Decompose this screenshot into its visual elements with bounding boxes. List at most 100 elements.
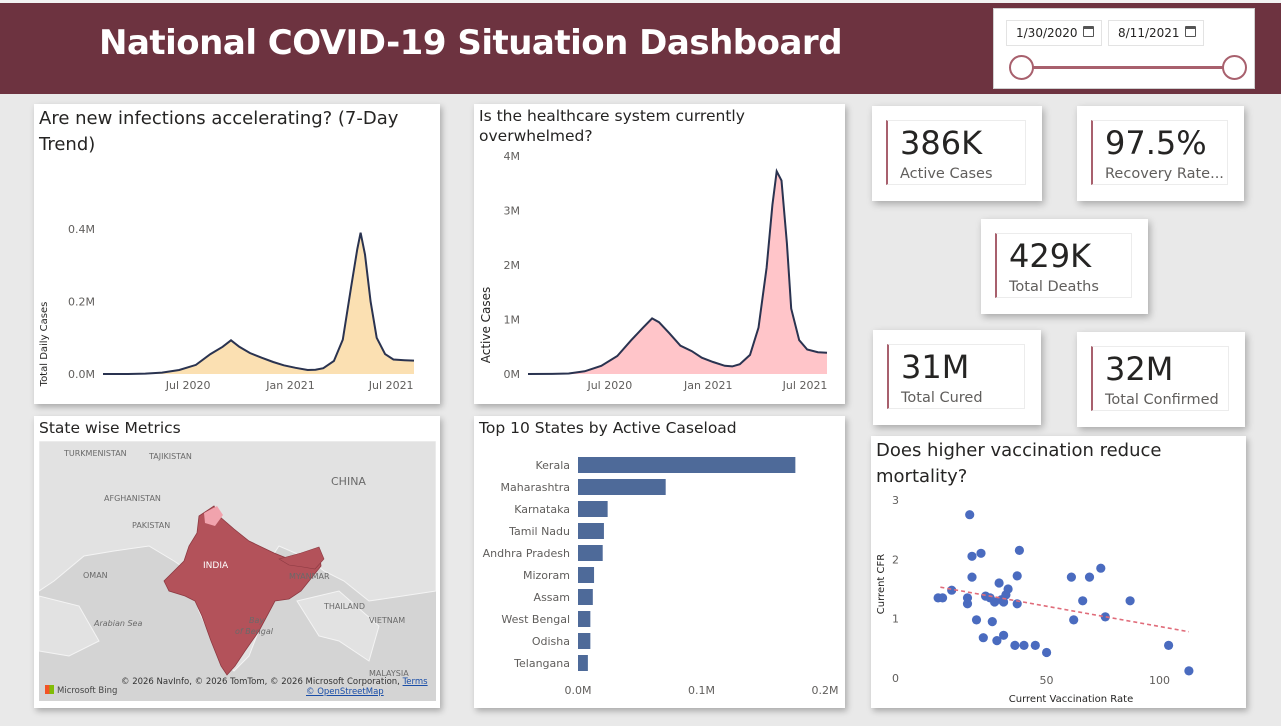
state-bar (578, 479, 666, 495)
scatter-point (976, 548, 986, 558)
scatter-point (1014, 545, 1024, 555)
kpi-total-deaths[interactable]: 429K Total Deaths (981, 219, 1148, 314)
trend-y-tick: 0.0M (68, 368, 95, 381)
ladakh-region[interactable] (204, 506, 223, 526)
active-x-tick: Jan 2021 (683, 379, 732, 392)
scatter-x-tick: 50 (1040, 674, 1054, 687)
trend-x-tick: Jan 2021 (265, 379, 314, 392)
bar-category-label: Maharashtra (501, 481, 571, 494)
active-x-tick: Jul 2021 (782, 379, 828, 392)
map-se-asia (296, 590, 380, 662)
date-slider-track[interactable] (1022, 66, 1234, 69)
scatter-y-tick: 1 (892, 613, 899, 626)
scatter-point (1069, 615, 1079, 625)
bar-category-label: Kerala (536, 459, 571, 472)
map-label-of-bengal: of Bengal (235, 627, 274, 636)
kpi-active-cases[interactable]: 386K Active Cases (872, 106, 1042, 201)
kpi-value: 31M (901, 348, 970, 386)
vaccination-scatter-card[interactable]: Does higher vaccination reduce mortality… (871, 436, 1246, 708)
scatter-x-axis-title: Current Vaccination Rate (1009, 694, 1133, 705)
trend-x-tick: Jul 2020 (165, 379, 211, 392)
state-map-card[interactable]: State wise Metrics TURKMENISTAN TAJIKIST… (34, 416, 440, 708)
state-map[interactable]: TURKMENISTAN TAJIKISTAN AFGHANISTAN CHIN… (39, 441, 436, 701)
scatter-point (1066, 572, 1076, 582)
map-label-oman: OMAN (83, 571, 108, 580)
infection-trend-title: Are new infections accelerating? (7-Day … (39, 108, 399, 155)
bar-x-tick: 0.2M (812, 684, 839, 697)
kpi-frame: 97.5% Recovery Rate... (1091, 120, 1228, 185)
scatter-point (1084, 572, 1095, 582)
date-range-slicer[interactable]: 1/30/2020 8/11/2021 (993, 8, 1255, 89)
active-y-tick: 3M (504, 205, 521, 218)
active-trend-line (527, 168, 828, 375)
map-label-bay: Bay (249, 616, 264, 625)
calendar-icon[interactable] (1185, 26, 1196, 37)
active-y-tick: 4M (504, 150, 521, 163)
state-bar (578, 633, 591, 649)
kpi-value: 429K (1009, 237, 1092, 275)
active-cases-chart[interactable]: Active Cases 0M 1M 2M 3M 4M Jul 2020 Jan 2021 J… (474, 104, 845, 404)
scatter-point (999, 630, 1009, 640)
kpi-label: Total Cured (901, 390, 983, 406)
scatter-point (1125, 596, 1135, 606)
kpi-total-cured[interactable]: 31M Total Cured (873, 330, 1041, 425)
kpi-total-confirmed[interactable]: 32M Total Confirmed (1077, 332, 1245, 427)
scatter-y-tick: 3 (892, 494, 899, 507)
map-label-myanmar: MYANMAR (289, 572, 330, 581)
calendar-icon[interactable] (1083, 26, 1094, 37)
scatter-point (962, 593, 973, 603)
state-map-title: State wise Metrics (39, 419, 181, 437)
active-y-tick: 1M (504, 314, 521, 327)
bar-x-tick: 0.1M (688, 684, 715, 697)
bing-logo: Microsoft Bing (45, 685, 117, 696)
trend-y-axis-title: Total Daily Cases (39, 302, 50, 388)
scatter-point (978, 633, 988, 643)
bar-category-label: Mizoram (523, 569, 570, 582)
northeast-region[interactable] (278, 546, 325, 570)
active-x-tick: Jul 2020 (586, 379, 632, 392)
end-date-value: 8/11/2021 (1118, 26, 1180, 40)
osm-link[interactable]: © OpenStreetMap (306, 687, 384, 697)
end-slider-handle[interactable] (1222, 55, 1247, 80)
kpi-recovery-rate[interactable]: 97.5% Recovery Rate... (1077, 106, 1244, 201)
microsoft-logo-icon (45, 685, 54, 694)
map-base-svg[interactable]: TURKMENISTAN TAJIKISTAN AFGHANISTAN CHIN… (39, 441, 436, 701)
start-date-value: 1/30/2020 (1016, 26, 1078, 40)
scatter-y-axis-title: Current CFR (876, 554, 887, 614)
top-states-card[interactable]: Top 10 States by Active Caseload Kerala M… (474, 416, 845, 708)
kpi-value: 32M (1105, 350, 1174, 388)
state-bar (578, 457, 796, 473)
scatter-point (1042, 647, 1052, 658)
start-date-input[interactable]: 1/30/2020 (1006, 20, 1102, 46)
map-label-tajikistan: TAJIKISTAN (148, 452, 192, 461)
active-cases-title: Is the healthcare system currently overw… (479, 107, 745, 145)
bar-category-label: Telangana (513, 657, 570, 670)
terms-link[interactable]: Terms (402, 677, 428, 687)
scatter-point (1010, 640, 1020, 650)
scatter-point (1100, 612, 1110, 622)
bar-category-label: Karnataka (514, 503, 570, 516)
scatter-point (938, 593, 948, 603)
scatter-point (1078, 596, 1088, 606)
map-label-malaysia: MALAYSIA (369, 669, 409, 678)
scatter-point (1164, 640, 1174, 650)
state-bar (578, 545, 603, 561)
bar-category-label: Assam (534, 591, 570, 604)
vaccination-scatter-chart[interactable]: Current Vaccination Rate Current CFR 0 1 2… (871, 436, 1246, 708)
scatter-point (1012, 571, 1022, 581)
active-cases-card[interactable]: Is the healthcare system currently overw… (474, 104, 845, 404)
infection-trend-card[interactable]: Are new infections accelerating? (7-Day … (34, 104, 440, 404)
start-slider-handle[interactable] (1009, 55, 1034, 80)
india-region[interactable] (163, 505, 322, 676)
map-label-arabian-sea: Arabian Sea (93, 619, 142, 628)
infection-trend-chart[interactable]: Total Daily Cases 0.0M 0.2M 0.4M Jul 2020 Ja… (34, 104, 440, 404)
scatter-point (1003, 584, 1013, 594)
scatter-point (971, 615, 982, 625)
top-states-chart[interactable]: Kerala Maharashtra Karnataka Tamil Nadu Andh… (474, 416, 845, 708)
active-y-axis-title: Active Cases (479, 287, 493, 364)
active-area-fill (528, 171, 827, 374)
scatter-point (967, 572, 977, 582)
end-date-input[interactable]: 8/11/2021 (1108, 20, 1204, 46)
scatter-y-tick: 0 (892, 672, 899, 685)
kpi-label: Total Confirmed (1105, 392, 1219, 408)
